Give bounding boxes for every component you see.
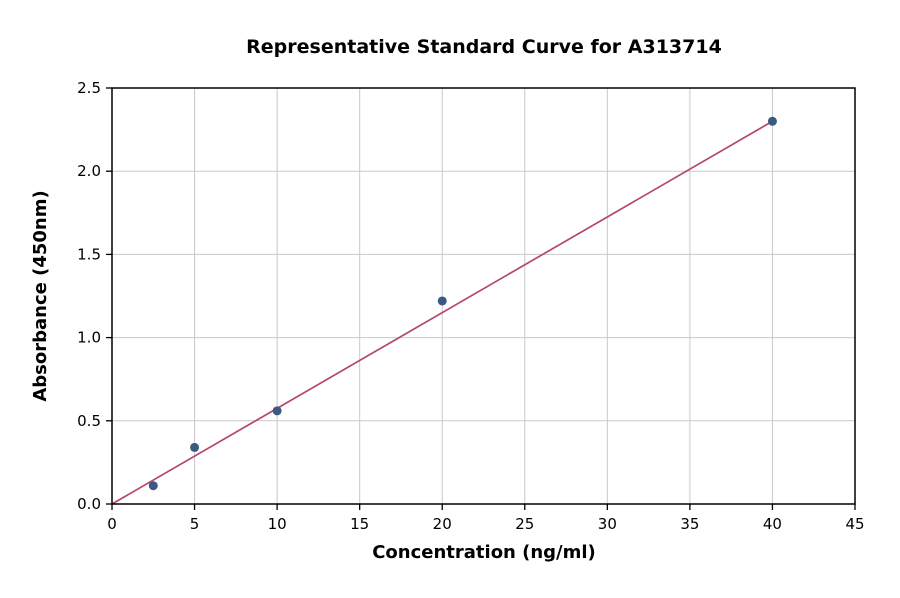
data-point: [272, 406, 282, 416]
data-point: [437, 296, 447, 306]
x-tick-label: 25: [515, 515, 534, 533]
gridlines: [111, 87, 856, 505]
x-tick-label: 0: [107, 515, 117, 533]
y-tick-label: 0.5: [77, 412, 101, 430]
x-tick-label: 30: [598, 515, 617, 533]
chart-title: Representative Standard Curve for A31371…: [246, 36, 722, 58]
data-point: [767, 116, 777, 126]
y-axis-label: Absorbance (450nm): [30, 190, 51, 401]
data-point: [148, 481, 158, 491]
x-tick-label: 20: [433, 515, 452, 533]
x-tick-label: 45: [845, 515, 864, 533]
data-points: [148, 116, 777, 491]
x-tick-label: 15: [350, 515, 369, 533]
y-tick-label: 2.0: [77, 162, 101, 180]
fit-line: [111, 120, 773, 505]
x-tick-label: 10: [268, 515, 287, 533]
y-tick-label: 1.5: [77, 245, 101, 263]
y-tick-label: 0.0: [77, 495, 101, 513]
x-tick-label: 5: [190, 515, 200, 533]
plot-border: [111, 87, 856, 505]
x-axis-label: Concentration (ng/ml): [372, 542, 596, 563]
y-tick-label: 1.0: [77, 329, 101, 347]
data-point: [190, 442, 200, 452]
x-tick-label: 40: [763, 515, 782, 533]
axis-ticks: 0 5 10 15 20 25 30 35 40 45 0.0 0.5 1.0 1.5 2.0 2.5: [77, 79, 864, 533]
y-tick-label: 2.5: [77, 79, 101, 97]
x-tick-label: 35: [680, 515, 699, 533]
